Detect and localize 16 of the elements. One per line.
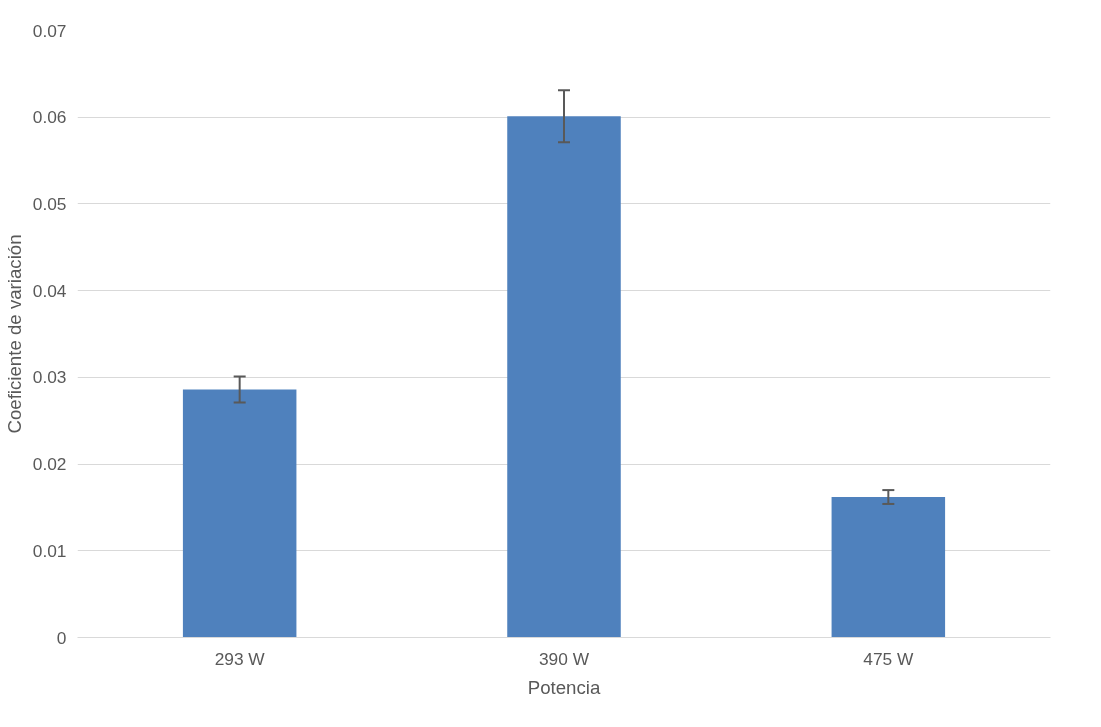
y-tick-label: 0.05	[32, 193, 67, 214]
y-tick-label: 0.02	[32, 454, 67, 475]
x-tick-label: 293 W	[214, 648, 266, 669]
bar	[507, 116, 621, 638]
x-tick-label: 475 W	[863, 648, 915, 669]
bar	[182, 389, 297, 638]
y-tick-label: 0.06	[32, 107, 67, 128]
x-tick-label: 390 W	[538, 648, 590, 669]
y-tick-label: 0.01	[32, 540, 67, 561]
y-tick-label: 0.03	[32, 367, 67, 388]
y-tick-label: 0.04	[32, 280, 67, 301]
bar	[831, 497, 946, 638]
y-tick-label: 0.07	[32, 20, 67, 41]
y-tick-label: 0	[56, 627, 67, 648]
x-axis-title: Potencia	[527, 676, 601, 698]
y-axis-title: Coeficiente de variación	[3, 234, 25, 434]
